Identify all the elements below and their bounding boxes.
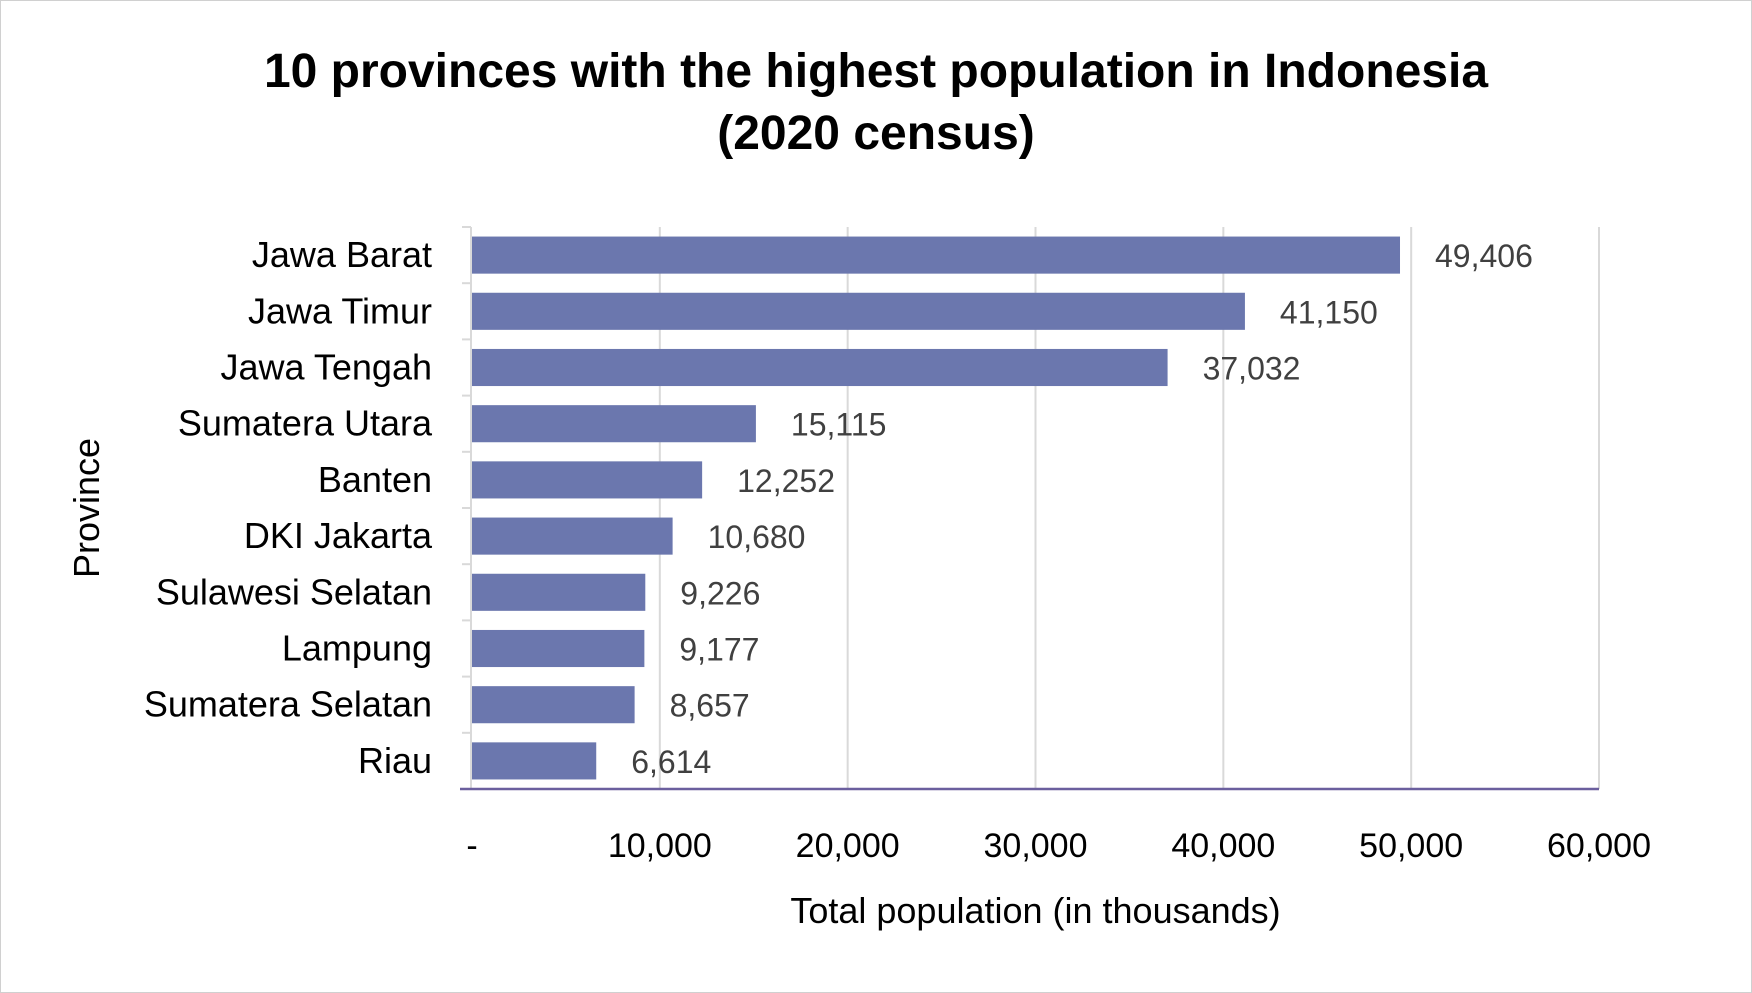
bar	[472, 236, 1401, 274]
bar	[472, 405, 756, 443]
x-tick-label: 30,000	[984, 827, 1088, 865]
x-tick-label: 20,000	[796, 827, 900, 865]
category-label: Jawa Timur	[248, 290, 432, 331]
x-tick-label: 40,000	[1171, 827, 1275, 865]
x-axis-title: Total population (in thousands)	[790, 890, 1280, 931]
bar	[472, 348, 1168, 387]
chart-title: 10 provinces with the highest population…	[1, 41, 1751, 165]
bar	[472, 517, 673, 555]
data-label: 12,252	[737, 463, 835, 499]
bar	[472, 292, 1245, 330]
bar	[472, 573, 646, 611]
x-tick-label: 10,000	[608, 827, 712, 865]
chart-title-line-1: 10 provinces with the highest population…	[263, 45, 1489, 98]
data-label: 49,406	[1435, 238, 1533, 274]
bar	[472, 461, 703, 499]
labels: - 10,000 20,000 30,000 40,000 50,000 60,000 Jaw…	[144, 234, 1651, 865]
category-label: Lampung	[282, 628, 432, 669]
x-tick-label: 60,000	[1547, 827, 1651, 865]
y-axis-title: Province	[66, 438, 107, 578]
data-label: 6,614	[631, 744, 711, 780]
x-tick-label: -	[466, 827, 477, 865]
category-label: Banten	[318, 459, 432, 500]
category-label: Jawa Barat	[252, 234, 432, 275]
bar	[472, 742, 597, 780]
data-label: 9,177	[679, 632, 759, 668]
category-label: Sumatera Selatan	[144, 684, 432, 725]
category-label: Jawa Tengah	[221, 347, 433, 388]
data-label: 15,115	[791, 407, 887, 443]
axes	[460, 226, 1599, 791]
data-label: 10,680	[708, 519, 806, 555]
category-label: Sulawesi Selatan	[156, 571, 432, 612]
data-label: 8,657	[670, 688, 750, 724]
data-label: 37,032	[1203, 351, 1301, 387]
category-label: DKI Jakarta	[244, 515, 433, 556]
bar	[472, 629, 645, 668]
category-label: Sumatera Utara	[178, 403, 433, 444]
data-label: 9,226	[680, 575, 760, 611]
x-tick-label: 50,000	[1359, 827, 1463, 865]
bars	[472, 236, 1401, 780]
bar	[472, 686, 635, 724]
category-label: Riau	[358, 740, 432, 781]
chart-title-line-2: (2020 census)	[717, 107, 1035, 160]
data-label: 41,150	[1280, 294, 1378, 330]
